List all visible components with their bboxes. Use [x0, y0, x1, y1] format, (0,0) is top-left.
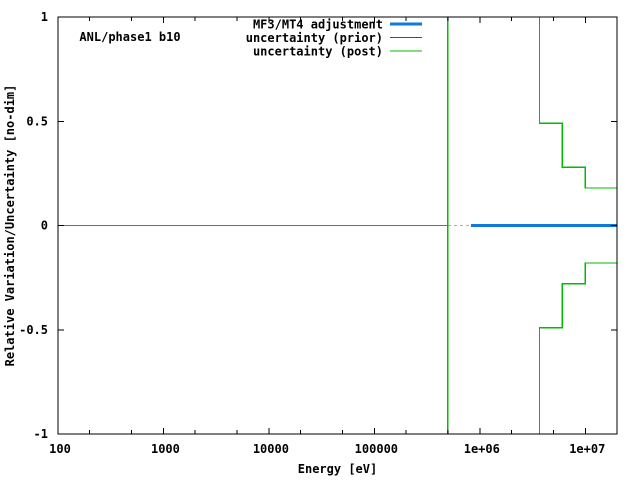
y-tick-label-0.5: 0.5 — [26, 114, 48, 128]
axis-ticks — [57, 16, 618, 435]
x-tick-label-1e+07: 1e+07 — [569, 442, 605, 456]
x-tick-label-100000: 100000 — [355, 442, 398, 456]
y-tick-label--0.5: -0.5 — [19, 323, 48, 337]
series-group — [58, 17, 617, 434]
x-tick-label-1000: 1000 — [151, 442, 180, 456]
legend-label-0: MF3/MT4 adjustment — [253, 18, 383, 32]
y-tick-label-0: 0 — [41, 219, 48, 233]
x-tick-label-10000: 10000 — [253, 442, 289, 456]
series-uncertainty-post-upper — [58, 17, 617, 227]
x-tick-label-100: 100 — [49, 442, 71, 456]
y-axis-label: Relative Variation/Uncertainty [no-dim] — [3, 85, 17, 367]
x-tick-label-1e+06: 1e+06 — [464, 442, 500, 456]
y-tick-label--1: -1 — [34, 427, 48, 441]
legend-label-2: uncertainty (post) — [253, 45, 383, 59]
series-uncertainty-post-lower — [58, 224, 617, 434]
legend-label-1: uncertainty (prior) — [246, 31, 383, 45]
chart-annotation: ANL/phase1 b10 — [79, 30, 180, 44]
y-tick-label-1: 1 — [41, 10, 48, 24]
x-axis-label: Energy [eV] — [298, 462, 377, 476]
